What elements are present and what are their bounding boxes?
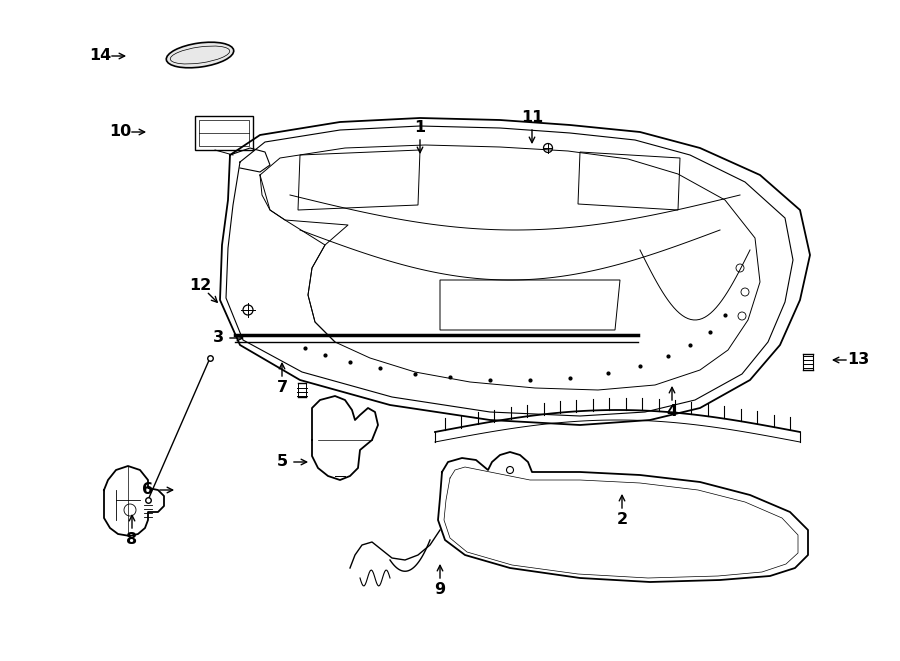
- Text: 9: 9: [435, 582, 446, 598]
- Text: 3: 3: [212, 330, 223, 346]
- Text: 6: 6: [142, 483, 154, 498]
- Text: 11: 11: [521, 110, 543, 126]
- Text: 5: 5: [276, 455, 288, 469]
- Text: 13: 13: [847, 352, 869, 368]
- Text: 14: 14: [89, 48, 111, 63]
- Bar: [195, 116, 253, 150]
- Ellipse shape: [166, 42, 234, 68]
- Text: 12: 12: [189, 278, 212, 293]
- Bar: [199, 120, 249, 146]
- Text: 4: 4: [666, 405, 678, 420]
- Text: 8: 8: [126, 533, 138, 547]
- Text: 2: 2: [616, 512, 627, 527]
- Text: 7: 7: [276, 381, 288, 395]
- Text: 10: 10: [109, 124, 131, 139]
- Text: 1: 1: [414, 120, 426, 136]
